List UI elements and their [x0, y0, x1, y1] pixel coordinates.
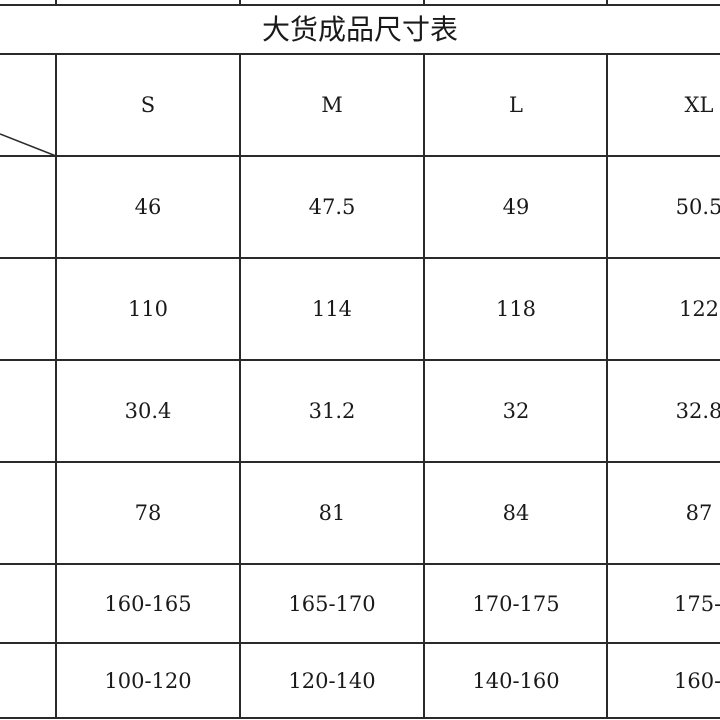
table-gridline-v	[239, 54, 241, 718]
table-cell: 32	[502, 399, 530, 423]
table-cell: 47.5	[308, 195, 356, 219]
table-gridline-v	[423, 54, 425, 718]
column-header-l: L	[509, 93, 523, 117]
table-cell: 87	[685, 501, 713, 525]
table-cell: 160-1	[674, 668, 720, 693]
table-gridline-h	[0, 53, 720, 55]
table-cell: 118	[495, 297, 537, 321]
table-gridline-v	[606, 0, 608, 5]
table-cell: 100-120	[104, 668, 192, 693]
table-cell: 84	[502, 501, 530, 525]
table-title: 大货成品尺寸表	[261, 13, 458, 46]
table-gridline-v	[606, 54, 608, 718]
table-gridline-h	[0, 717, 720, 719]
table-gridline-h	[0, 257, 720, 259]
table-cell: 175-1	[674, 591, 720, 616]
table-gridline-v	[239, 0, 241, 5]
table-cell: 110	[127, 297, 169, 321]
column-header-xl: XL	[684, 93, 714, 117]
table-cell: 122	[678, 297, 720, 321]
table-cell: 49	[502, 195, 530, 219]
table-cell: 165-170	[288, 591, 376, 616]
table-cell: 170-175	[472, 591, 560, 616]
table-cell: 140-160	[472, 668, 560, 693]
table-cell: 32.8	[675, 399, 720, 423]
table-cell: 50.5	[675, 195, 720, 219]
table-gridline-h	[0, 461, 720, 463]
table-cell: 30.4	[124, 399, 172, 423]
table-gridline-v	[423, 0, 425, 5]
table-gridline-h	[0, 359, 720, 361]
table-cell: 31.2	[308, 399, 356, 423]
column-header-s: S	[140, 93, 156, 117]
table-cell: 81	[318, 501, 346, 525]
table-gridline-v	[55, 0, 57, 5]
table-cell: 114	[311, 297, 353, 321]
table-cell: 46	[134, 195, 162, 219]
table-gridline-h	[0, 155, 720, 157]
table-gridline-h	[0, 4, 720, 6]
table-gridline-v	[55, 54, 57, 718]
table-cell: 120-140	[288, 668, 376, 693]
table-cell: 78	[134, 501, 162, 525]
column-header-m: M	[321, 93, 343, 117]
table-gridline-h	[0, 563, 720, 565]
table-cell: 160-165	[104, 591, 192, 616]
table-gridline-h	[0, 642, 720, 644]
